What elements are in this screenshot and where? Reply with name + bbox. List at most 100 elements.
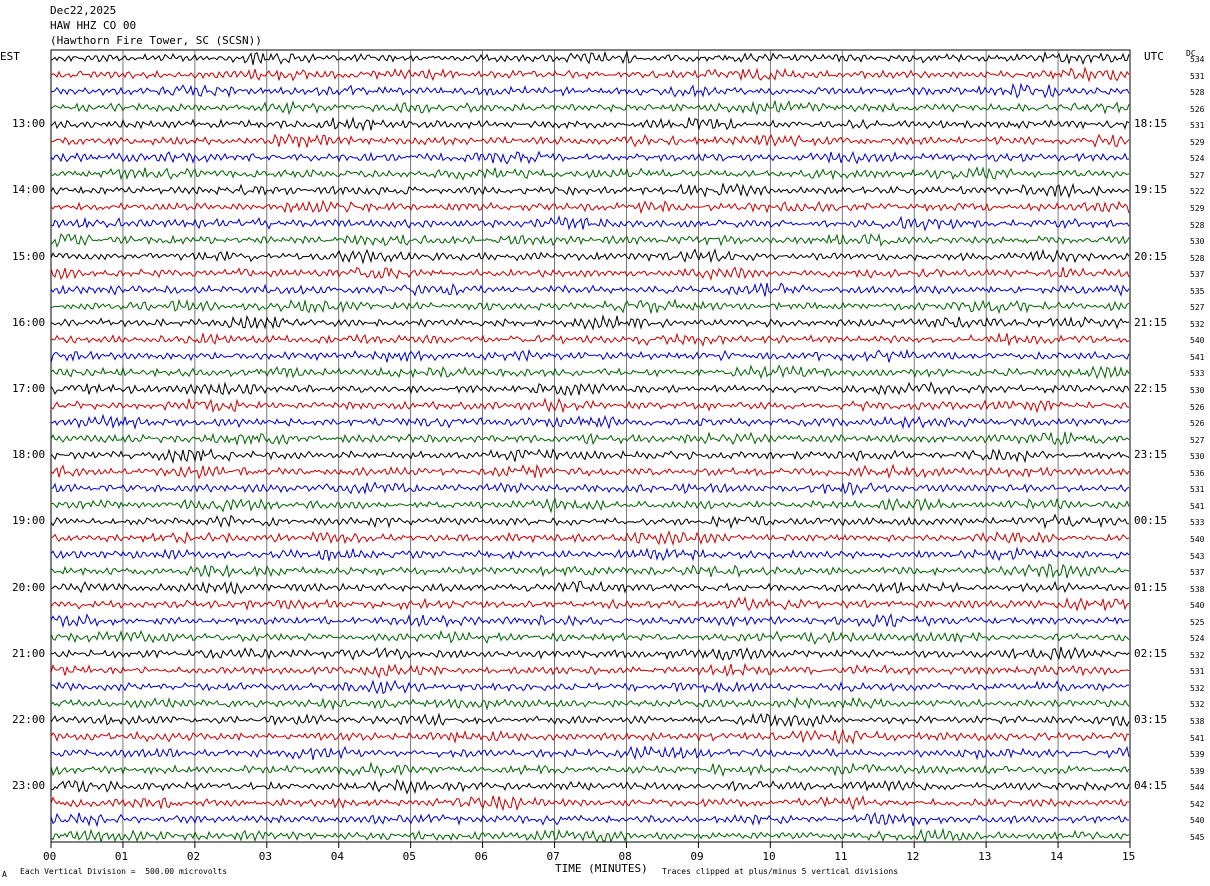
seismic-trace (50, 497, 1130, 514)
seismic-trace (50, 463, 1130, 480)
utc-hour-label: 00:15 (1134, 514, 1168, 528)
x-tick-label: 05 (402, 850, 416, 863)
dc-offset-value: 540 (1190, 601, 1205, 611)
dc-offset-value: 525 (1190, 617, 1205, 627)
dc-offset-value: 530 (1190, 386, 1205, 395)
seismic-trace (50, 199, 1130, 215)
x-tick-label: 12 (906, 850, 920, 863)
dc-offset-value: 541 (1190, 501, 1205, 511)
dc-offset-value: 529 (1190, 203, 1205, 213)
est-hour-label: 23:00 (12, 779, 46, 793)
dc-offset-value: 543 (1190, 551, 1205, 561)
dc-offset-value: 532 (1190, 319, 1205, 329)
dc-offset-value: 530 (1190, 452, 1205, 462)
x-tick-label: 13 (978, 850, 992, 863)
dc-offset-value: 540 (1190, 816, 1205, 826)
seismic-trace (50, 580, 1130, 595)
seismic-trace (50, 66, 1130, 83)
seismic-trace (50, 314, 1130, 331)
est-hour-label: 20:00 (12, 580, 46, 594)
dc-offset-value: 532 (1190, 700, 1205, 710)
dc-offset-value: 527 (1190, 170, 1205, 180)
dc-offset-value: 538 (1190, 584, 1205, 594)
seismic-trace (50, 214, 1130, 232)
x-tick-label: 07 (546, 850, 560, 863)
seismic-trace (50, 513, 1130, 530)
dc-offset-value: 529 (1190, 137, 1205, 147)
dc-offset-value: 531 (1190, 121, 1205, 131)
seismic-trace (50, 348, 1130, 364)
seismic-trace (50, 481, 1130, 497)
dc-offset-value: 530 (1190, 237, 1205, 247)
seismic-trace (50, 563, 1130, 579)
dc-offset-value: 528 (1190, 88, 1205, 98)
x-tick-label: 11 (834, 850, 848, 863)
seismic-trace (50, 662, 1130, 679)
x-tick-label: 08 (618, 850, 632, 863)
seismic-trace (50, 795, 1130, 812)
dc-offset-value: 531 (1190, 71, 1205, 81)
est-hour-label: 22:00 (12, 713, 46, 726)
dc-offset-value: 534 (1190, 55, 1205, 64)
seismic-trace (50, 596, 1130, 612)
utc-hour-label: 18:15 (1134, 117, 1168, 131)
corner-mark: A (2, 870, 7, 879)
utc-axis-label: UTC (1144, 50, 1164, 63)
seismic-trace (50, 182, 1130, 199)
est-hour-label: 21:00 (12, 646, 46, 660)
utc-hour-label: 19:15 (1134, 183, 1168, 197)
est-hour-label: 15:00 (12, 249, 46, 263)
utc-hour-label: 03:15 (1134, 713, 1168, 726)
est-hour-label: 16:00 (12, 315, 46, 329)
dc-offset-value: 539 (1190, 750, 1205, 760)
dc-offset-value: 527 (1190, 303, 1205, 313)
seismic-trace (50, 761, 1130, 778)
dc-offset-value: 537 (1190, 270, 1205, 280)
seismic-trace (50, 116, 1130, 132)
x-tick-label: 02 (186, 850, 201, 863)
plot-frame (50, 49, 1131, 843)
est-hour-label: 18:00 (12, 448, 46, 462)
dc-offset-value: 545 (1190, 832, 1205, 842)
seismic-trace (50, 133, 1130, 148)
dc-offset-value: 544 (1190, 783, 1205, 793)
dc-offset-value: 535 (1190, 286, 1205, 296)
seismic-trace (50, 811, 1130, 828)
dc-offset-value: 540 (1190, 336, 1205, 346)
x-tick-label: 04 (330, 850, 344, 863)
seismic-trace (50, 827, 1130, 844)
utc-hour-label: 23:15 (1134, 448, 1168, 462)
seismic-trace (50, 431, 1130, 447)
est-axis-label: EST (0, 50, 20, 63)
dc-offset-value: 524 (1190, 634, 1205, 644)
seismic-trace (50, 778, 1130, 795)
dc-offset-value: 537 (1190, 568, 1205, 578)
x-tick-label: 14 (1050, 850, 1064, 863)
dc-offset-value: 532 (1190, 650, 1205, 660)
dc-offset-value: 539 (1190, 766, 1205, 776)
seismic-trace (50, 447, 1130, 465)
x-tick-label: 10 (762, 850, 776, 863)
seismic-trace (50, 397, 1130, 414)
seismic-trace (50, 82, 1130, 99)
clipping-note: Traces clipped at plus/minus 5 vertical … (662, 867, 899, 876)
seismic-trace (50, 696, 1130, 711)
seismic-trace (50, 266, 1130, 281)
seismic-trace (50, 331, 1130, 347)
dc-offset-value: 528 (1190, 220, 1205, 230)
seismic-trace (50, 745, 1130, 761)
x-tick-label: 03 (258, 850, 273, 863)
utc-hour-label: 22:15 (1134, 382, 1168, 395)
plot-date: Dec22,2025 (50, 4, 117, 17)
x-axis-title: TIME (MINUTES) (555, 862, 648, 875)
dc-offset-value: 528 (1190, 253, 1205, 263)
vertical-scale-note: Each Vertical Division = 500.00 microvol… (20, 867, 228, 876)
seismic-trace (50, 150, 1130, 165)
dc-offset-value: 526 (1190, 419, 1205, 429)
station-code: HAW HHZ CO 00 (50, 19, 137, 32)
seismic-trace (50, 728, 1130, 746)
x-tick-label: 06 (474, 850, 488, 863)
dc-offset-value: 538 (1190, 717, 1205, 726)
seismic-trace (50, 546, 1130, 562)
